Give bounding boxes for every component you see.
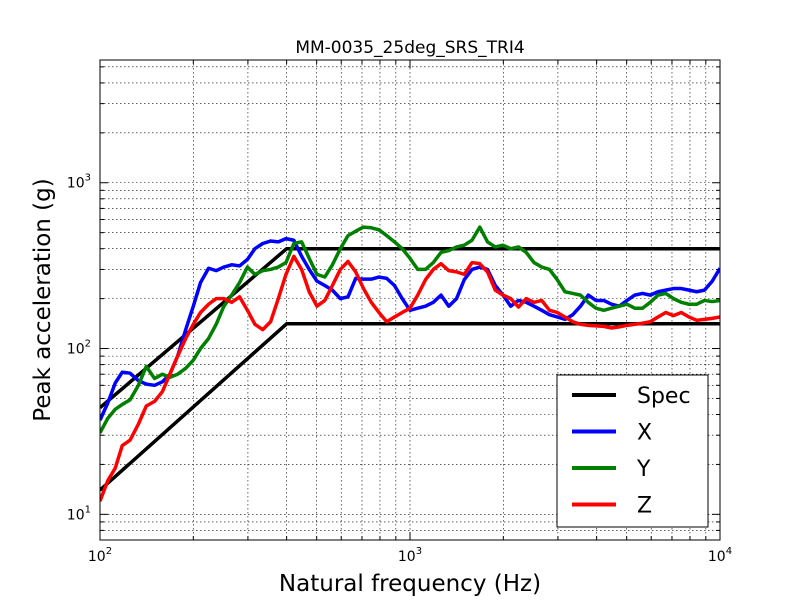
legend-label-z: Z bbox=[637, 494, 652, 519]
series-spec-line-0 bbox=[100, 246, 720, 409]
legend-box bbox=[556, 374, 709, 528]
legend-label-spec: Spec bbox=[637, 384, 691, 409]
x-tick-label-0: 102 bbox=[88, 546, 112, 565]
y-axis-label: Peak acceleration (g) bbox=[30, 178, 56, 421]
y-tick-labels: 101 102 103 bbox=[67, 173, 91, 524]
x-axis-label: Natural frequency (Hz) bbox=[279, 571, 541, 597]
x-tick-labels: 102 103 104 bbox=[88, 546, 732, 565]
y-tick-label-2: 103 bbox=[67, 173, 91, 192]
legend-label-y: Y bbox=[636, 457, 651, 482]
y-tick-label-1: 102 bbox=[67, 339, 91, 358]
plot-frame bbox=[99, 59, 721, 541]
legend: Spec XYZ bbox=[556, 374, 709, 528]
series-lines bbox=[100, 225, 720, 502]
x-tick-label-2: 104 bbox=[708, 546, 732, 565]
series-z-line bbox=[100, 254, 720, 502]
y-tick-label-0: 101 bbox=[67, 504, 91, 523]
chart-title: MM-0035_25deg_SRS_TRI4 bbox=[295, 38, 524, 58]
series-y-line bbox=[100, 225, 720, 434]
legend-label-x: X bbox=[637, 421, 652, 446]
x-tick-label-1: 103 bbox=[398, 546, 422, 565]
